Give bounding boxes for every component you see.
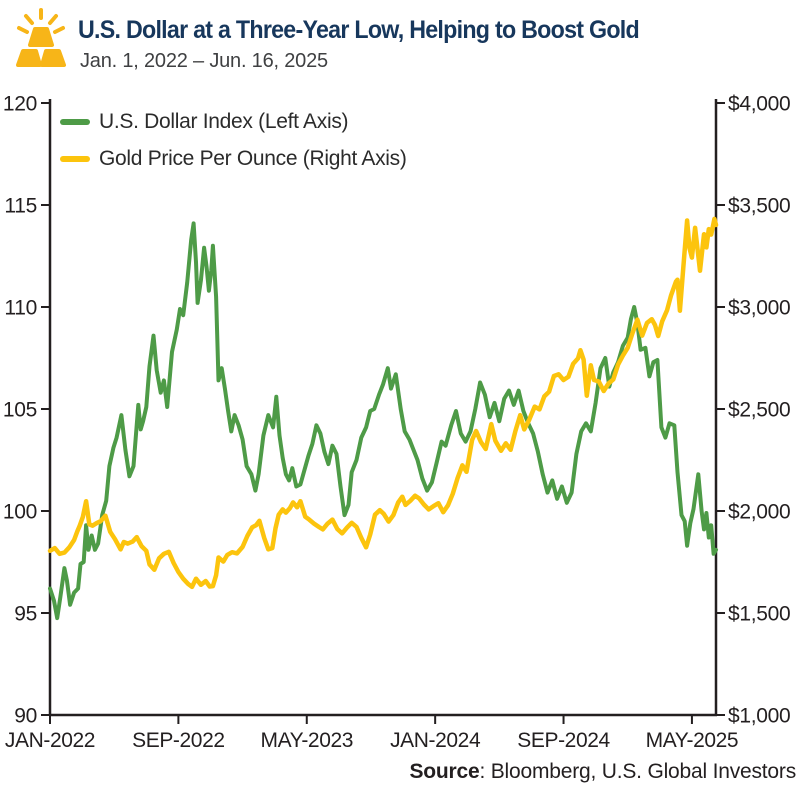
y-left-tick-label: 115 bbox=[4, 195, 37, 218]
legend-label: U.S. Dollar Index (Left Axis) bbox=[99, 109, 349, 133]
x-tick-label: JAN-2024 bbox=[390, 729, 481, 752]
dollar-index-swatch-icon bbox=[60, 118, 90, 125]
legend-item-gold-price: Gold Price Per Ounce (Right Axis) bbox=[60, 140, 407, 177]
gold-bars-icon bbox=[16, 27, 66, 67]
y-right-tick-label: $1,500 bbox=[728, 603, 790, 626]
y-right-tick-label: $3,000 bbox=[728, 297, 790, 320]
y-right-tick-label: $2,000 bbox=[728, 501, 790, 524]
y-left-tick-label: 110 bbox=[4, 297, 37, 320]
y-right-tick-label: $3,500 bbox=[728, 195, 790, 218]
y-left-tick-label: 105 bbox=[3, 399, 37, 422]
y-left-tick-label: 95 bbox=[14, 603, 37, 626]
y-left-tick-label: 90 bbox=[14, 705, 37, 728]
y-right-tick-label: $1,000 bbox=[728, 705, 790, 728]
page-subtitle: Jan. 1, 2022 – Jun. 16, 2025 bbox=[80, 50, 328, 72]
gold-price-swatch-icon bbox=[60, 155, 90, 162]
x-tick-label: SEP-2022 bbox=[132, 729, 225, 752]
y-right-tick-label: $4,000 bbox=[728, 93, 790, 116]
page-title: U.S. Dollar at a Three-Year Low, Helping… bbox=[78, 16, 640, 44]
gold-price-line bbox=[47, 216, 719, 590]
source-label: Source bbox=[409, 760, 480, 783]
chart-legend: U.S. Dollar Index (Left Axis) Gold Price… bbox=[60, 103, 407, 177]
y-left-tick-label: 100 bbox=[3, 501, 37, 524]
x-tick-label: JAN-2022 bbox=[5, 729, 95, 752]
x-tick-label: MAY-2025 bbox=[646, 729, 739, 752]
source-text: : Bloomberg, U.S. Global Investors bbox=[479, 760, 796, 783]
y-left-tick-label: 120 bbox=[3, 93, 37, 116]
dual-axis-line-chart: 120 115 110 105 100 95 90 $4,000 $3,500 $3,000 $2,… bbox=[3, 93, 791, 753]
legend-item-dollar-index: U.S. Dollar Index (Left Axis) bbox=[60, 103, 407, 140]
y-right-tick-label: $2,500 bbox=[728, 399, 790, 422]
legend-label: Gold Price Per Ounce (Right Axis) bbox=[99, 146, 407, 170]
x-tick-label: MAY-2023 bbox=[261, 729, 354, 752]
gold-bars-sun-icon bbox=[16, 8, 66, 67]
sun-rays-icon bbox=[17, 8, 65, 34]
x-tick-label: SEP-2024 bbox=[517, 729, 610, 752]
source-credit: Source: Bloomberg, U.S. Global Investors bbox=[409, 760, 796, 784]
